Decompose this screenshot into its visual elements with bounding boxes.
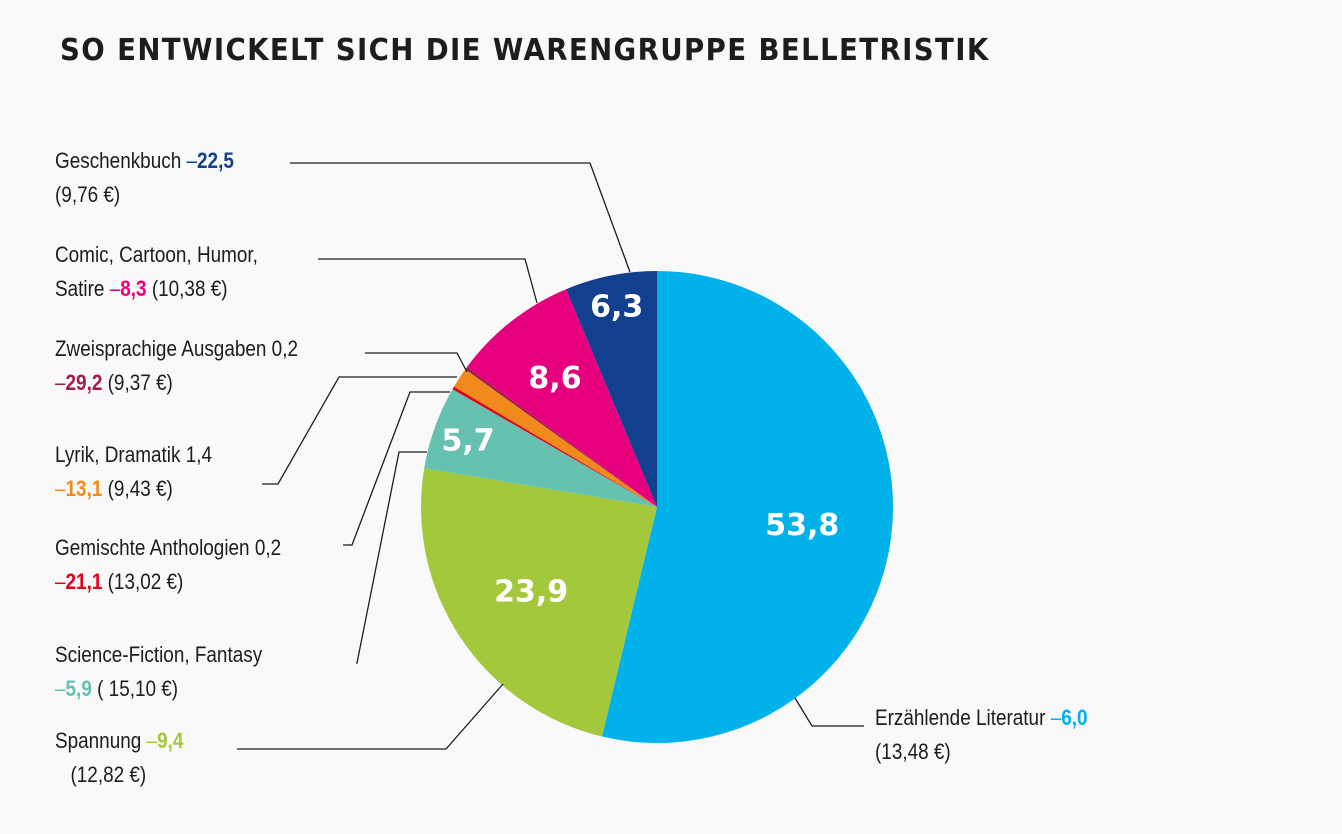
label-price: (9,76 €) <box>55 182 121 207</box>
label-name: Spannung <box>55 728 142 753</box>
pie-slice-spannung <box>421 468 657 737</box>
slice-value-label-scifi: 5,7 <box>442 423 495 458</box>
label-change: 9,4 <box>157 728 184 753</box>
leader-line-spannung <box>237 683 504 750</box>
label-dash: – <box>55 370 66 395</box>
label-dash: – <box>109 276 121 301</box>
leader-line-anthologien <box>343 391 450 546</box>
label-dash: – <box>55 476 66 501</box>
label-change: 6,0 <box>1061 705 1088 730</box>
label-price: (9,43 €) <box>107 476 173 501</box>
slice-value-label-erzaehlende: 53,8 <box>765 508 839 543</box>
label-change: 21,1 <box>65 569 103 594</box>
label-dash: – <box>1050 705 1062 730</box>
leader-line-geschenkbuch <box>290 162 631 273</box>
label-name: Comic, Cartoon, Humor, <box>55 242 258 267</box>
label-name: Gemischte Anthologien 0,2 <box>55 535 282 560</box>
label-price: (13,48 €) <box>875 739 951 764</box>
label-price: (13,02 €) <box>107 569 184 594</box>
leader-line-comic <box>318 258 538 304</box>
label-change: 22,5 <box>197 148 234 173</box>
label-name: Lyrik, Dramatik 1,4 <box>55 442 213 467</box>
label-dash: – <box>55 569 66 594</box>
label-name-2: Satire <box>55 276 105 301</box>
label-erzaehlende: Erzählende Literatur –6,0 (13,48 €) <box>875 701 1088 769</box>
slice-value-label-comic: 8,6 <box>528 361 581 396</box>
label-change: 13,1 <box>65 476 103 501</box>
pie-slice-scifi <box>424 389 657 507</box>
label-change: 8,3 <box>120 276 147 301</box>
pie-slice-geschenkbuch <box>566 271 657 507</box>
leader-line-scifi <box>356 451 427 664</box>
label-name: Erzählende Literatur <box>875 705 1046 730</box>
leader-line-zweisprachig <box>365 352 468 373</box>
slice-value-label-spannung: 23,9 <box>494 574 568 609</box>
pie-slice-lyrik <box>453 369 657 507</box>
pie-slice-erzaehlende <box>601 271 894 743</box>
label-price: (9,37 €) <box>107 370 173 395</box>
label-dash: – <box>146 728 158 753</box>
chart-title: SO ENTWICKELT SICH DIE WARENGRUPPE BELLE… <box>60 33 990 68</box>
pie-slice-zweisprachig <box>465 366 657 507</box>
label-zweisprachig: Zweisprachige Ausgaben 0,2 –29,2 (9,37 €… <box>55 332 298 400</box>
label-dash: – <box>186 148 198 173</box>
label-lyrik: Lyrik, Dramatik 1,4 –13,1 (9,43 €) <box>55 438 212 506</box>
label-geschenkbuch: Geschenkbuch –22,5 (9,76 €) <box>55 144 234 212</box>
label-change: 5,9 <box>65 676 92 701</box>
pie-slice-comic <box>467 289 657 507</box>
label-dash: – <box>55 676 66 701</box>
label-price: (12,82 €) <box>70 762 147 787</box>
label-price: (10,38 €) <box>151 276 228 301</box>
label-anthologien: Gemischte Anthologien 0,2 –21,1 (13,02 €… <box>55 531 281 599</box>
label-price: ( 15,10 €) <box>97 676 179 701</box>
leader-line-erzaehlende <box>794 697 864 727</box>
label-name: Science-Fiction, Fantasy <box>55 642 263 667</box>
label-change: 29,2 <box>65 370 103 395</box>
slice-value-label-geschenkbuch: 6,3 <box>590 290 643 325</box>
label-comic: Comic, Cartoon, Humor, Satire –8,3 (10,3… <box>55 238 258 306</box>
label-name: Geschenkbuch <box>55 148 182 173</box>
leader-line-lyrik <box>262 376 457 485</box>
label-name: Zweisprachige Ausgaben 0,2 <box>55 336 298 361</box>
pie-slice-anthologien <box>452 386 657 507</box>
label-spannung: Spannung –9,4 (12,82 €) <box>55 724 183 792</box>
label-scifi: Science-Fiction, Fantasy –5,9 ( 15,10 €) <box>55 638 262 706</box>
